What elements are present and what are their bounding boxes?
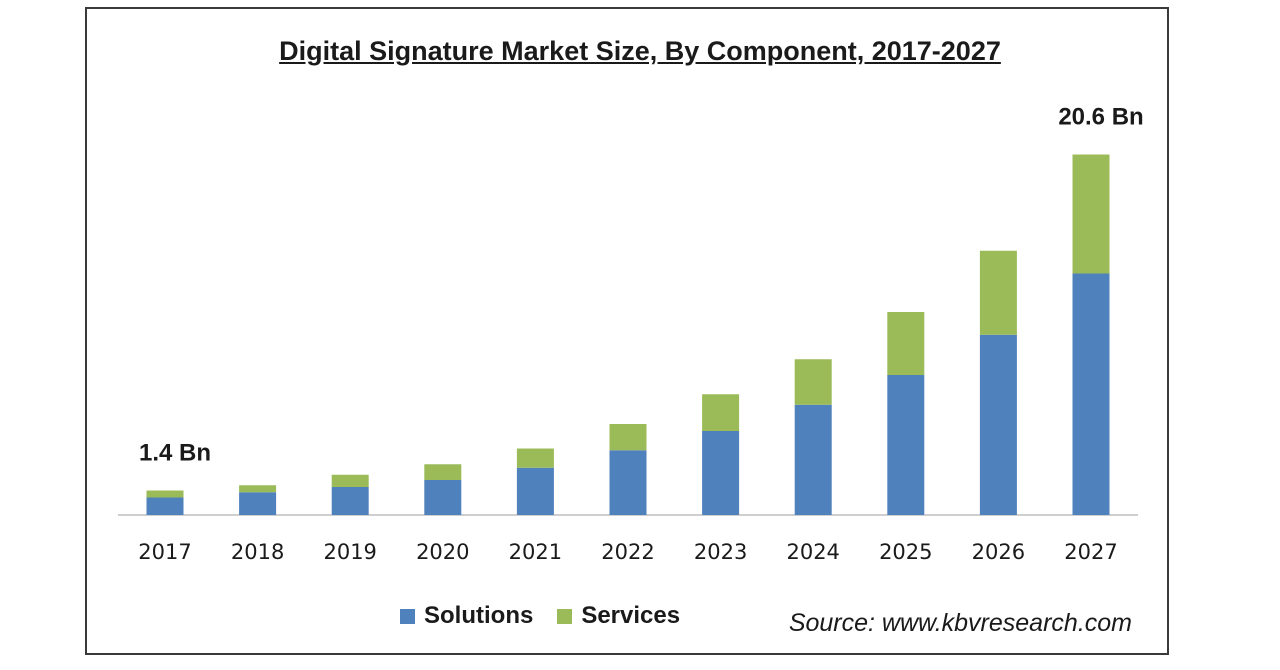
x-tick-label-2021: 2021 (509, 540, 562, 564)
x-tick-label-2020: 2020 (416, 540, 469, 564)
legend-item-solutions: Solutions (400, 602, 533, 630)
data-label-2017: 1.4 Bn (139, 440, 211, 467)
bar-services-2026 (979, 250, 1017, 335)
bar-solutions-2019 (331, 487, 369, 515)
bar-services-2023 (702, 394, 740, 431)
x-tick-label-2019: 2019 (323, 540, 376, 564)
x-tick-label-2017: 2017 (138, 540, 191, 564)
source-note: Source: www.kbvresearch.com (788, 609, 1132, 637)
bar-solutions-2023 (702, 431, 740, 515)
bar-solutions-2027 (1072, 273, 1110, 515)
bar-solutions-2025 (887, 375, 925, 515)
chart-title: Digital Signature Market Size, By Compon… (279, 36, 1001, 66)
x-tick-label-2027: 2027 (1064, 540, 1117, 564)
bar-services-2024 (794, 359, 832, 405)
bar-solutions-2017 (146, 497, 184, 515)
bar-solutions-2022 (609, 450, 647, 515)
legend-swatch-services (557, 608, 573, 624)
bar-services-2027 (1072, 154, 1110, 274)
bar-services-2018 (239, 485, 277, 493)
x-tick-label-2025: 2025 (879, 540, 932, 564)
x-tick-label-2023: 2023 (694, 540, 747, 564)
x-tick-label-2026: 2026 (972, 540, 1025, 564)
legend-item-services: Services (557, 602, 680, 630)
legend-label-services: Services (581, 602, 681, 629)
bar-solutions-2018 (239, 492, 277, 515)
data-label-2027: 20.6 Bn (1058, 104, 1143, 131)
bar-services-2019 (331, 474, 369, 487)
bar-solutions-2024 (794, 404, 832, 515)
legend-label-solutions: Solutions (424, 602, 534, 629)
legend-swatch-solutions (400, 608, 415, 624)
x-tick-label-2018: 2018 (231, 540, 284, 564)
bar-solutions-2020 (424, 480, 462, 515)
bar-services-2017 (146, 490, 184, 498)
bar-solutions-2026 (979, 334, 1017, 515)
legend: Solutions Services (400, 602, 704, 630)
x-tick-label-2022: 2022 (601, 540, 654, 564)
x-tick-label-2024: 2024 (786, 540, 839, 564)
bar-services-2025 (887, 312, 925, 375)
bar-solutions-2021 (516, 467, 554, 515)
bar-services-2021 (516, 448, 554, 468)
bar-services-2022 (609, 424, 647, 451)
bar-services-2020 (424, 464, 462, 480)
